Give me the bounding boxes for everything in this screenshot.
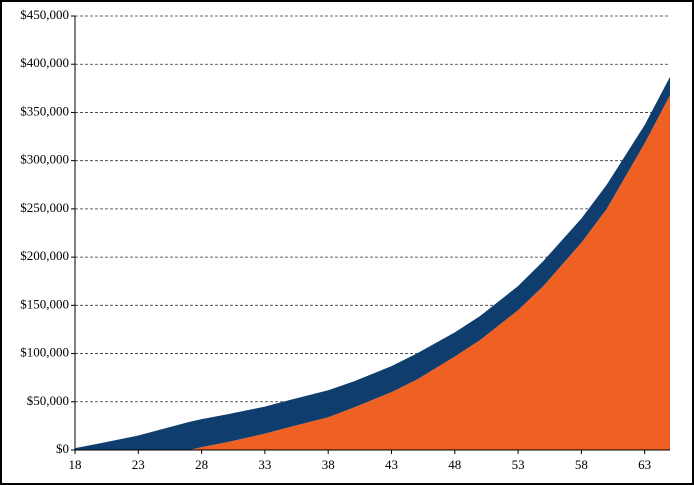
y-tick-label: $300,000 bbox=[20, 152, 69, 167]
x-tick-label: 43 bbox=[385, 457, 398, 472]
y-tick-label: $450,000 bbox=[20, 7, 69, 22]
y-tick-label: $150,000 bbox=[20, 296, 69, 311]
y-tick-label: $400,000 bbox=[20, 55, 69, 70]
y-tick-label: $100,000 bbox=[20, 345, 69, 360]
x-tick-label: 18 bbox=[69, 457, 82, 472]
x-tick-label: 38 bbox=[322, 457, 335, 472]
area bbox=[75, 95, 670, 450]
y-tick-label: $350,000 bbox=[20, 103, 69, 118]
area bbox=[75, 76, 670, 450]
x-tick-label: 53 bbox=[512, 457, 525, 472]
x-tick-label: 48 bbox=[448, 457, 461, 472]
y-tick-label: $50,000 bbox=[27, 393, 69, 408]
x-tick-label: 33 bbox=[258, 457, 271, 472]
y-tick-label: $0 bbox=[56, 441, 69, 456]
x-tick-label: 28 bbox=[195, 457, 208, 472]
x-tick-label: 58 bbox=[575, 457, 588, 472]
y-tick-label: $200,000 bbox=[20, 248, 69, 263]
x-tick-label: 63 bbox=[638, 457, 651, 472]
x-tick-label: 23 bbox=[132, 457, 145, 472]
y-tick-label: $250,000 bbox=[20, 200, 69, 215]
